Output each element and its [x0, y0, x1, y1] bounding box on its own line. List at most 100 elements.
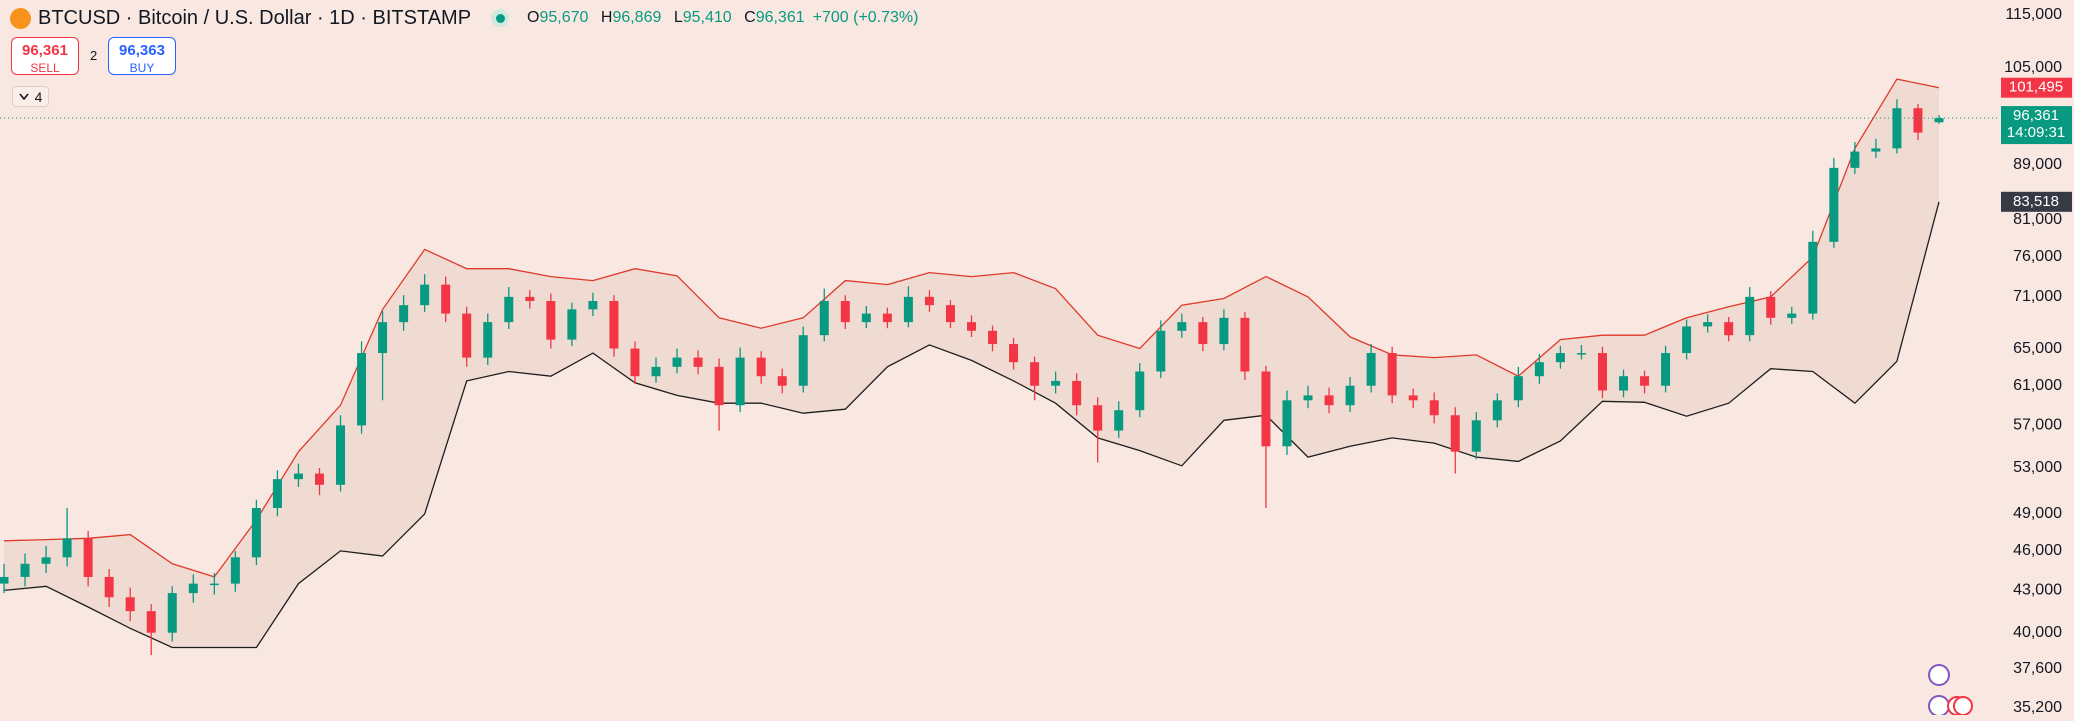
- market-status[interactable]: [491, 9, 510, 27]
- candle-body: [83, 538, 93, 577]
- candle-body: [0, 576, 9, 584]
- y-tick-label: 61,000: [2013, 377, 2062, 394]
- ohlc-label: H: [600, 9, 613, 26]
- y-tick-label: 89,000: [2013, 156, 2062, 173]
- flash-icon[interactable]: [1928, 695, 1950, 715]
- candle-body: [188, 583, 198, 594]
- y-tick-label: 37,600: [2013, 660, 2062, 677]
- candle-body: [1429, 400, 1439, 416]
- candle-body: [1093, 405, 1103, 431]
- sell-button[interactable]: 96,361 SELL: [11, 37, 79, 75]
- band-value-label: 101,495: [2009, 79, 2063, 96]
- candle-body: [209, 583, 219, 586]
- candle-body: [1745, 296, 1755, 336]
- indicator-count: 4: [34, 88, 43, 105]
- y-tick-label: 71,000: [2013, 288, 2062, 305]
- candle-body: [588, 300, 598, 310]
- candle-body: [336, 425, 346, 485]
- symbol-header: BTCUSD · Bitcoin / U.S. Dollar · 1D · BI…: [10, 5, 918, 31]
- candle-body: [314, 473, 324, 485]
- candle-body: [441, 284, 451, 314]
- buy-button[interactable]: 96,363 BUY: [108, 37, 176, 75]
- spread: 2: [90, 48, 98, 63]
- candle-body: [378, 322, 388, 354]
- buy-label: BUY: [129, 61, 155, 75]
- candle-body: [1219, 317, 1229, 345]
- candle-body: [1198, 322, 1208, 345]
- y-tick-label: 40,000: [2013, 624, 2062, 641]
- candle-body: [882, 313, 892, 323]
- candle-body: [1576, 353, 1586, 355]
- y-tick-label: 49,000: [2013, 505, 2062, 522]
- assistant-icon[interactable]: [1928, 664, 1950, 686]
- candle-body: [1661, 353, 1671, 386]
- candle-body: [1808, 241, 1818, 314]
- candle-body: [777, 376, 787, 386]
- candle-body: [1408, 395, 1418, 401]
- candle-body: [903, 296, 913, 323]
- candle-body: [41, 557, 51, 564]
- candle-body: [1913, 108, 1923, 133]
- symbol-logo: [10, 7, 31, 29]
- band-value-label: 83,518: [2013, 193, 2059, 210]
- candle-body: [230, 557, 240, 584]
- candle-body: [756, 357, 766, 377]
- buy-price: 96,363: [119, 42, 165, 59]
- candle-body: [1534, 362, 1544, 377]
- indicators-toggle[interactable]: 4: [12, 86, 49, 107]
- candle-body: [1640, 376, 1650, 386]
- y-tick-label: 57,000: [2013, 417, 2062, 434]
- candle-body: [1366, 353, 1376, 386]
- candle-body: [62, 538, 72, 558]
- band-value-box: [2001, 191, 2072, 212]
- candle-body: [630, 348, 640, 377]
- upper-band: [3, 78, 1940, 578]
- candle-body: [1724, 322, 1734, 336]
- candle-body: [525, 296, 535, 301]
- candle-body: [1619, 376, 1629, 391]
- ohlc-values: O95,670 H96,869 L95,410 C96,361: [527, 9, 813, 27]
- countdown-label: 14:09:31: [2007, 124, 2065, 141]
- bottom-icons: [1928, 664, 1973, 715]
- candle-body: [988, 330, 998, 345]
- ohlc-value: 95,410: [682, 9, 732, 26]
- candle-body: [945, 305, 955, 323]
- ohlc-label: O: [527, 9, 540, 26]
- candle-body: [1850, 151, 1860, 168]
- last-price-box: [2001, 106, 2072, 145]
- y-tick-label: 53,000: [2013, 459, 2062, 476]
- candle-body: [1135, 371, 1145, 411]
- calendar-icon[interactable]: [1953, 696, 1973, 715]
- y-tick-label: 115,000: [2005, 6, 2062, 23]
- candle-body: [1282, 400, 1292, 447]
- candle-body: [693, 357, 703, 367]
- candle-body: [420, 284, 430, 306]
- candle-body: [1240, 317, 1250, 372]
- lower-band: [3, 201, 1940, 649]
- candle-body: [1766, 296, 1776, 318]
- candle-body: [1871, 148, 1881, 152]
- candle-body: [167, 593, 177, 633]
- candle-body: [125, 597, 135, 612]
- candle-body: [1471, 420, 1481, 452]
- candle-body: [672, 357, 682, 367]
- candle-body: [504, 296, 514, 323]
- ohlc-value: 96,869: [612, 9, 662, 26]
- candle-body: [1934, 118, 1944, 123]
- band-fill: [4, 79, 1939, 648]
- y-tick-label: 43,000: [2013, 582, 2062, 599]
- y-tick-label: 76,000: [2013, 248, 2062, 265]
- y-tick-label: 81,000: [2013, 211, 2062, 228]
- band-value-box: [2001, 77, 2072, 98]
- candle-body: [462, 313, 472, 358]
- candle-body: [272, 479, 282, 508]
- chevron-icon: [18, 93, 29, 100]
- ohlc-label: L: [673, 9, 683, 26]
- candle-body: [567, 309, 577, 340]
- candle-body: [840, 300, 850, 323]
- candle-body: [798, 335, 808, 386]
- y-tick-label: 65,000: [2013, 340, 2062, 357]
- symbol-title[interactable]: BTCUSD · Bitcoin / U.S. Dollar · 1D · BI…: [38, 6, 472, 29]
- candle-body: [967, 322, 976, 331]
